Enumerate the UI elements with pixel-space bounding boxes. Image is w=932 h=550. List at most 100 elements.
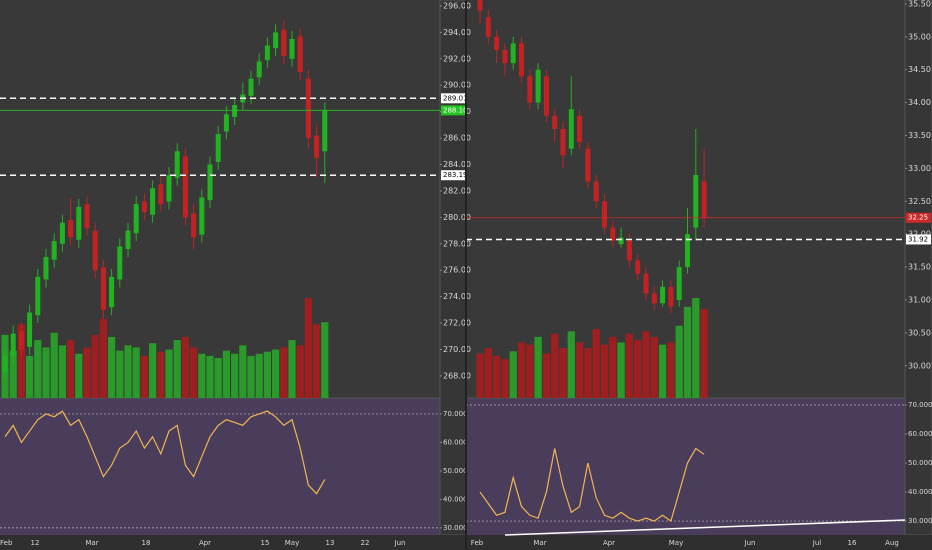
- volume-bar: [700, 309, 708, 398]
- volume-bar: [58, 345, 66, 398]
- price-label-box: [906, 212, 931, 223]
- volume-bar: [263, 351, 271, 398]
- y-tick-label: 30.00: [908, 361, 931, 370]
- x-tick-label: Apr: [603, 539, 615, 547]
- candle-body: [552, 115, 558, 129]
- volume-bar: [132, 347, 140, 398]
- candle-body: [117, 246, 123, 280]
- candle-body: [68, 220, 74, 238]
- x-tick-label: 22: [361, 539, 370, 547]
- candle-body: [248, 78, 254, 96]
- candle-body: [585, 148, 591, 182]
- rsi-tick-label: 40.0000: [443, 495, 472, 503]
- candle-body: [100, 267, 106, 310]
- rsi-tick-label: 50.0000: [443, 467, 472, 475]
- volume-bar: [492, 355, 501, 398]
- trend-line: [504, 519, 906, 536]
- candle-body: [281, 29, 287, 57]
- rsi-pane: [0, 398, 440, 535]
- rsi-tick-label: 70.0000: [443, 410, 472, 418]
- volume-bar: [83, 347, 91, 398]
- candle-body: [519, 43, 524, 77]
- volume-bar: [214, 358, 222, 398]
- candle-body: [215, 134, 221, 162]
- candle-body: [693, 174, 699, 228]
- volume-bar: [91, 334, 99, 398]
- y-tick-label: 30.50: [908, 328, 931, 337]
- candle-body: [577, 115, 583, 143]
- x-tick-label: Mar: [85, 539, 98, 547]
- candle-body: [289, 38, 295, 59]
- volume-bar: [67, 340, 75, 398]
- price-label-box: [906, 234, 931, 245]
- volume-bar: [658, 344, 667, 398]
- volume-bar: [222, 350, 230, 398]
- candle-body: [18, 331, 24, 350]
- volume-bar: [272, 349, 280, 398]
- y-tick-label: 280.00: [443, 213, 471, 222]
- candle-body: [125, 230, 131, 250]
- price-label-box: [441, 170, 465, 181]
- x-tick-label: Mar: [533, 539, 546, 547]
- candle-body: [199, 197, 205, 235]
- x-tick-label: 15: [261, 539, 270, 547]
- candle-body: [527, 76, 533, 103]
- candle-body: [660, 286, 666, 304]
- candle-body: [477, 0, 483, 11]
- candle-body: [182, 156, 188, 218]
- rsi-tick-label: 40.0000: [908, 488, 932, 496]
- price-label: 289.01: [443, 94, 468, 102]
- candle-body: [543, 76, 549, 116]
- volume-bar: [239, 345, 247, 398]
- volume-bar: [625, 333, 634, 398]
- volume-bar: [280, 347, 288, 398]
- candle-body: [626, 240, 632, 261]
- price-label-box: [441, 105, 465, 116]
- x-tick-label: May: [669, 539, 683, 547]
- candle-body: [223, 114, 229, 132]
- candle-body: [593, 181, 599, 202]
- x-tick-label: Feb: [471, 539, 484, 547]
- y-tick-label: 296.00: [443, 1, 471, 10]
- volume-bar: [140, 355, 148, 398]
- price-label: 283.19: [443, 171, 468, 179]
- candle-body: [635, 260, 641, 274]
- candle-body: [273, 32, 279, 49]
- volume-bar: [609, 336, 617, 398]
- volume-bar: [692, 298, 700, 398]
- rsi-tick-label: 60.0000: [908, 430, 932, 438]
- volume-bar: [534, 336, 542, 398]
- y-tick-label: 294.00: [443, 28, 471, 37]
- candle-body: [322, 110, 328, 152]
- candle-body: [668, 286, 674, 307]
- candle-body: [651, 293, 657, 304]
- y-tick-label: 284.00: [443, 160, 471, 169]
- volume-bar: [108, 336, 116, 398]
- volume-bar: [642, 331, 650, 398]
- candle-body: [59, 222, 65, 244]
- y-tick-label: 278.00: [443, 239, 471, 248]
- rsi-tick-label: 30.0000: [443, 524, 472, 532]
- x-tick-label: Feb: [0, 539, 13, 547]
- candle-body: [2, 356, 8, 372]
- y-tick-label: 32.00: [908, 230, 931, 239]
- volume-bar: [26, 355, 34, 398]
- candle-body: [256, 61, 262, 78]
- candle-body: [618, 237, 624, 245]
- y-tick-label: 286.00: [443, 134, 471, 143]
- candle-body: [166, 175, 172, 202]
- y-tick-label: 270.00: [443, 345, 471, 354]
- volume-bar: [551, 333, 559, 398]
- volume-bar: [592, 329, 600, 398]
- y-tick-label: 276.00: [443, 266, 471, 275]
- rsi-line: [4, 410, 326, 495]
- volume-bar: [9, 350, 17, 398]
- candle-body: [35, 276, 41, 316]
- volume-bar: [247, 355, 255, 398]
- rsi-tick-label: 50.0000: [908, 459, 932, 467]
- volume-bar: [675, 325, 683, 398]
- y-tick-label: 268.00: [443, 371, 471, 380]
- candle-body: [10, 333, 16, 357]
- y-tick-label: 272.00: [443, 319, 471, 328]
